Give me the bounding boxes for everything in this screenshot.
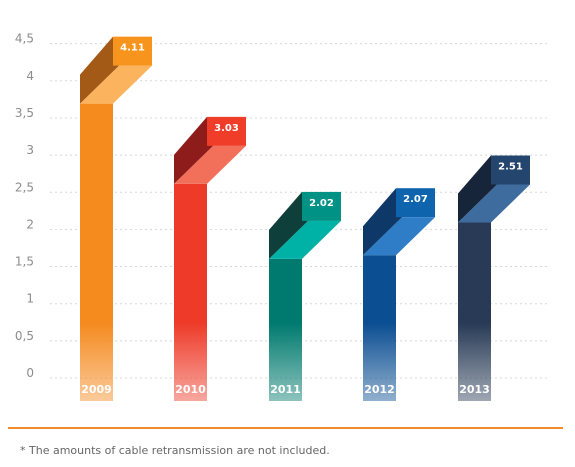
bars: 4.11 2009 3.03 2010 2.02 2011 2.07 2012 2.51 2013 <box>80 36 530 401</box>
y-tick-label: 3 <box>26 143 34 157</box>
bar-front <box>363 255 396 401</box>
bar-side-face <box>80 36 119 104</box>
value-label: 2.51 <box>498 162 523 173</box>
bar-cap <box>396 188 435 218</box>
bar-front <box>174 183 207 401</box>
y-tick-label: 1,5 <box>15 255 34 269</box>
bar-2011: 2.02 2011 <box>269 191 341 401</box>
bar-top-face <box>269 220 341 259</box>
bar-front <box>458 222 491 401</box>
bar-cap <box>302 191 341 221</box>
footer-divider <box>8 427 563 429</box>
bar-2012: 2.07 2012 <box>363 188 435 401</box>
bar-side-face <box>174 116 213 184</box>
bar-2009: 4.11 2009 <box>80 36 152 401</box>
footnote: * The amounts of cable retransmission ar… <box>20 444 330 457</box>
x-category-label: 2013 <box>459 383 490 396</box>
value-label: 4.11 <box>120 43 145 54</box>
bar-cap <box>207 116 246 146</box>
bar-top-face <box>80 65 152 104</box>
bar-top-face <box>363 217 435 256</box>
bar-top-face <box>174 145 246 184</box>
bar-top-face <box>458 184 530 223</box>
y-tick-label: 2 <box>26 217 34 231</box>
y-tick-label: 1 <box>26 292 34 306</box>
bar-cap <box>491 155 530 185</box>
x-category-label: 2010 <box>175 383 206 396</box>
y-tick-label: 4 <box>26 69 34 83</box>
x-category-label: 2012 <box>364 383 395 396</box>
bar-cap <box>113 36 152 66</box>
value-label: 2.07 <box>403 194 428 205</box>
y-tick-label: 2,5 <box>15 180 34 194</box>
value-label: 3.03 <box>214 123 239 134</box>
bar-front <box>80 103 113 401</box>
x-category-label: 2011 <box>270 383 301 396</box>
y-tick-label: 3,5 <box>15 106 34 120</box>
y-tick-label: 0 <box>26 366 34 380</box>
bar-2010: 3.03 2010 <box>174 116 246 401</box>
y-tick-label: 4,5 <box>15 32 34 46</box>
bar-2013: 2.51 2013 <box>458 155 530 401</box>
bar-side-face <box>458 155 497 223</box>
y-axis-ticks: 0 0,5 1 1,5 2 2,5 3 3,5 4 4,5 <box>15 32 34 380</box>
x-category-label: 2009 <box>81 383 112 396</box>
bar-front <box>269 258 302 401</box>
value-label: 2.02 <box>309 198 334 209</box>
bar-side-face <box>363 188 402 256</box>
bar-side-face <box>269 191 308 259</box>
y-tick-label: 0,5 <box>15 329 34 343</box>
